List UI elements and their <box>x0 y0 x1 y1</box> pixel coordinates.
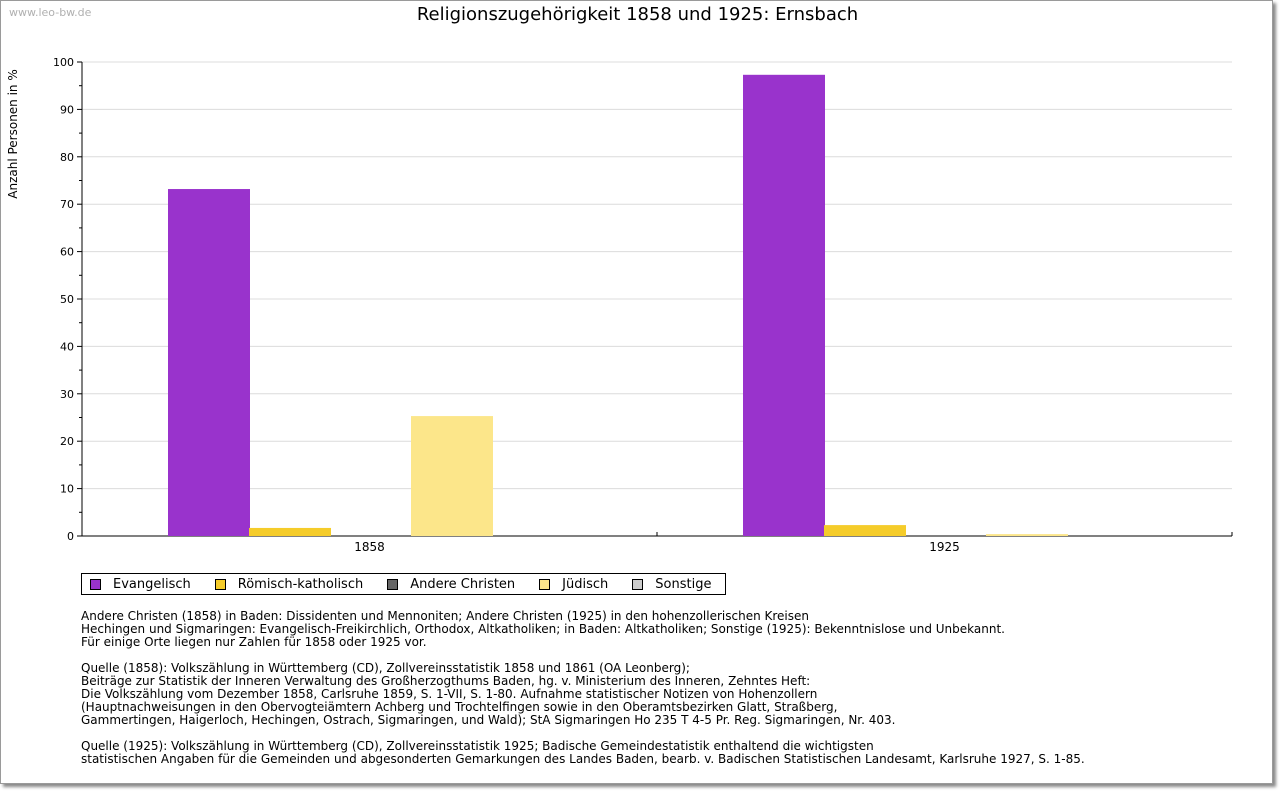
legend-label: Evangelisch <box>113 576 191 592</box>
chart-canvas: 0 10 20 30 40 50 60 70 80 90 100 Anzahl Personen in… <box>6 56 1233 554</box>
note-line: Für einige Orte liegen nur Zahlen für 18… <box>81 635 427 649</box>
legend-item: Sonstige <box>632 577 711 592</box>
legend-item: Jüdisch <box>539 577 608 592</box>
note-line: Gammertingen, Haigerloch, Hechingen, Ost… <box>81 713 896 727</box>
bar <box>168 189 250 537</box>
note-line: Beiträge zur Statistik der Inneren Verwa… <box>81 674 811 688</box>
bar <box>249 527 331 536</box>
legend-item: Andere Christen <box>387 577 515 592</box>
legend-label: Römisch-katholisch <box>237 576 364 592</box>
y-tick-label: 80 <box>60 151 74 164</box>
note-line: (Hauptnachweisungen in den Obervogteiämt… <box>81 700 838 714</box>
legend-label: Andere Christen <box>410 576 516 592</box>
legend-label: Jüdisch <box>562 576 609 592</box>
legend-swatch <box>90 578 101 590</box>
legend-item: Evangelisch <box>90 577 191 592</box>
bar <box>986 534 1068 536</box>
y-tick-label: 50 <box>60 293 74 306</box>
y-tick-label: 90 <box>60 103 74 116</box>
legend-swatch <box>539 578 551 590</box>
note-line: Quelle (1858): Volkszählung in Württembe… <box>81 661 690 675</box>
note-line: Die Volkszählung vom Dezember 1858, Carl… <box>81 687 818 701</box>
legend-swatch <box>214 578 226 590</box>
y-tick-label: 0 <box>67 530 74 543</box>
note-line: Quelle (1925): Volkszählung in Württembe… <box>81 739 874 753</box>
legend-item: Römisch-katholisch <box>214 576 364 592</box>
y-tick-label: 30 <box>60 388 74 401</box>
note-line: Andere Christen (1858) in Baden: Disside… <box>81 609 809 623</box>
watermark: www.leo-bw.de <box>9 6 92 19</box>
y-tick-label: 60 <box>60 246 74 259</box>
bar <box>824 525 906 536</box>
legend-label: Sonstige <box>655 576 712 592</box>
y-tick-label: 10 <box>60 483 74 496</box>
chart-notes: Andere Christen (1858) in Baden: Disside… <box>81 610 1085 766</box>
bar <box>743 74 825 536</box>
x-tick-label: 1925 <box>929 540 960 554</box>
chart-title: Religionszugehörigkeit 1858 und 1925: Er… <box>416 4 859 25</box>
bar <box>411 416 493 536</box>
note-line: statistischen Angaben für die Gemeinden … <box>81 752 1085 766</box>
chart-legend: Evangelisch Römisch-katholisch Andere Chri… <box>81 573 727 595</box>
y-axis-label: Anzahl Personen in % <box>6 69 20 199</box>
y-tick-label: 40 <box>60 340 74 353</box>
y-tick-label: 70 <box>60 198 74 211</box>
legend-swatch <box>632 578 644 590</box>
y-tick-label: 20 <box>60 435 74 448</box>
y-tick-label: 100 <box>53 56 74 69</box>
note-line: Hechingen und Sigmaringen: Evangelisch-F… <box>81 622 1005 636</box>
legend-swatch <box>387 578 399 590</box>
x-tick-label: 1858 <box>354 540 385 554</box>
